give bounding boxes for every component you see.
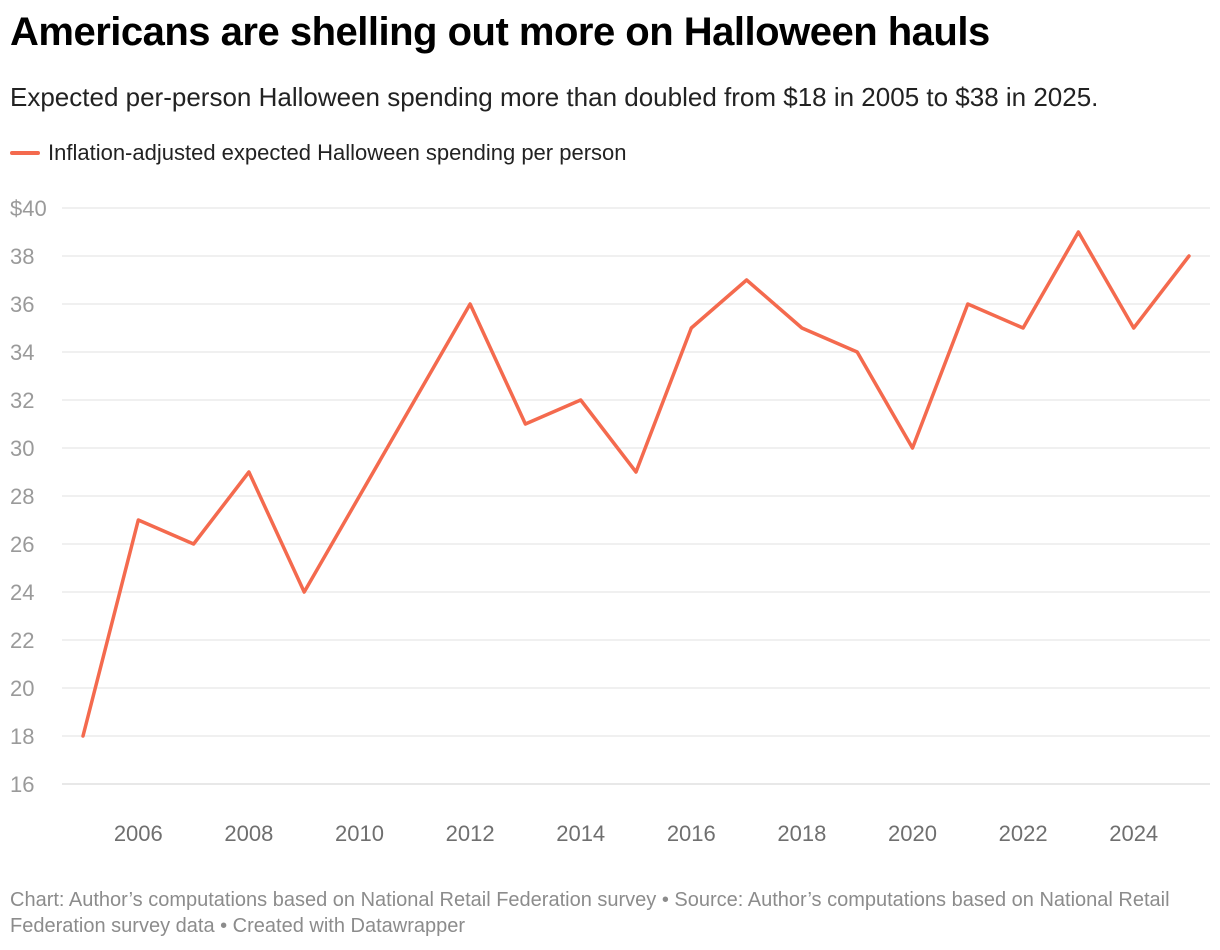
legend-label: Inflation-adjusted expected Halloween sp…: [48, 140, 627, 165]
x-tick-label: 2010: [335, 821, 384, 846]
x-tick-label: 2016: [667, 821, 716, 846]
x-tick-label: 2022: [999, 821, 1048, 846]
y-tick-label: 26: [10, 532, 34, 557]
chart-title: Americans are shelling out more on Hallo…: [10, 10, 990, 54]
series-layer: [81, 230, 1191, 738]
x-tick-label: 2014: [556, 821, 605, 846]
chart-footer: Chart: Author’s computations based on Na…: [10, 889, 1170, 937]
series-line: [81, 230, 1191, 738]
legend: Inflation-adjusted expected Halloween sp…: [10, 140, 627, 166]
y-tick-label: 24: [10, 580, 34, 605]
y-tick-label: 20: [10, 676, 34, 701]
x-tick-label: 2018: [777, 821, 826, 846]
y-tick-label: 28: [10, 484, 34, 509]
chart-subtitle: Expected per-person Halloween spending m…: [10, 82, 1099, 112]
x-axis: 2006 2008 2010 2012 2014 2016 2018 2020 2022 2024: [114, 821, 1158, 846]
y-tick-label: 16: [10, 772, 34, 797]
y-tick-label: $40: [10, 196, 47, 221]
y-tick-label: 32: [10, 388, 34, 413]
y-tick-label: 34: [10, 340, 34, 365]
y-tick-label: 22: [10, 628, 34, 653]
y-tick-label: 36: [10, 292, 34, 317]
y-tick-label: 38: [10, 244, 34, 269]
y-axis: 16 18 20 22 24 26 28 30 32 34 36 38 $40: [10, 196, 47, 797]
gridlines: [62, 207, 1210, 785]
x-tick-label: 2024: [1109, 821, 1158, 846]
x-tick-label: 2006: [114, 821, 163, 846]
y-tick-label: 30: [10, 436, 34, 461]
y-tick-label: 18: [10, 724, 34, 749]
x-tick-label: 2020: [888, 821, 937, 846]
legend-swatch: [10, 151, 40, 155]
x-tick-label: 2008: [224, 821, 273, 846]
x-tick-label: 2012: [446, 821, 495, 846]
